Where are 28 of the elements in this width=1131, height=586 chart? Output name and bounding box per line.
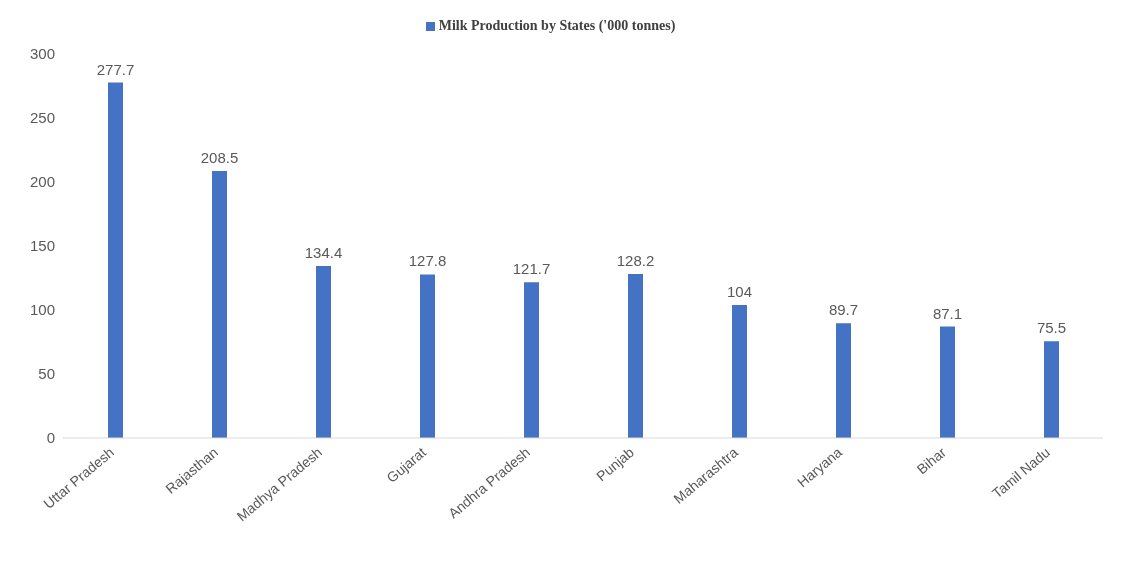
bar — [524, 282, 539, 438]
data-label: 87.1 — [932, 304, 963, 322]
bar — [732, 304, 747, 438]
y-tick-label: 0 — [46, 429, 55, 447]
bar — [940, 326, 955, 438]
y-tick-label: 100 — [29, 301, 55, 319]
data-label: 121.7 — [512, 260, 551, 278]
bar — [420, 274, 435, 438]
y-tick-label: 150 — [29, 237, 55, 255]
data-label: 104 — [726, 282, 753, 300]
y-tick-label: 250 — [29, 109, 55, 127]
bar — [316, 265, 331, 438]
data-label: 75.5 — [1036, 319, 1067, 337]
bar — [212, 171, 227, 438]
data-label: 208.5 — [200, 149, 239, 167]
data-label: 127.8 — [408, 252, 447, 270]
bar — [628, 273, 643, 438]
y-tick-label: 50 — [38, 365, 55, 383]
legend-label: Milk Production by States ('000 tonnes) — [438, 18, 676, 33]
y-tick-label: 200 — [29, 173, 55, 191]
data-label: 128.2 — [616, 251, 655, 269]
data-label: 89.7 — [828, 301, 859, 319]
data-label: 277.7 — [96, 60, 135, 78]
bar — [108, 82, 123, 438]
bar — [836, 323, 851, 438]
data-label: 134.4 — [304, 243, 343, 261]
y-tick-label: 300 — [29, 45, 55, 63]
bar — [1044, 341, 1059, 438]
